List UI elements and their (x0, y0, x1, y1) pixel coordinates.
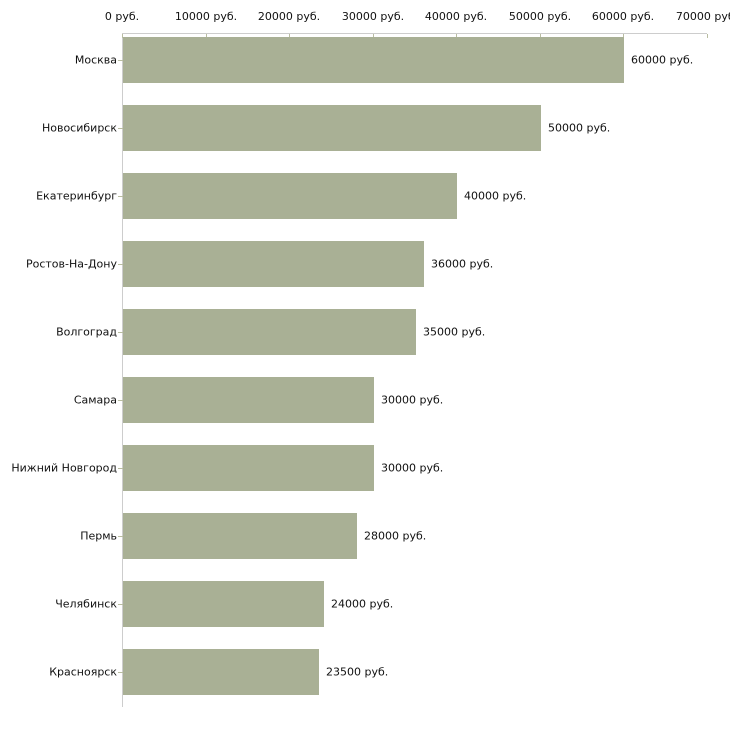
x-tick-label: 10000 руб. (174, 10, 238, 23)
category-label: Пермь (80, 529, 117, 543)
bar-value-label: 24000 руб. (331, 597, 394, 611)
bar-value-label: 30000 руб. (381, 393, 444, 407)
category-label: Волгоград (56, 325, 117, 339)
y-tick-mark (118, 128, 123, 129)
x-axis-line (122, 33, 707, 34)
category-label: Ростов-На-Дону (25, 257, 117, 271)
bar-value-label: 40000 руб. (464, 189, 527, 203)
bar-value-label: 28000 руб. (364, 529, 427, 543)
bar (123, 377, 374, 423)
bar-value-label: 35000 руб. (423, 325, 486, 339)
x-tick-label: 70000 руб. (675, 10, 730, 23)
x-tick-mark (289, 34, 290, 38)
bar-value-label: 36000 руб. (431, 257, 494, 271)
bar (123, 241, 424, 287)
y-tick-mark (118, 264, 123, 265)
x-tick-mark (122, 34, 123, 38)
bar (123, 37, 624, 83)
bar (123, 173, 457, 219)
x-tick-label: 50000 руб. (508, 10, 572, 23)
y-tick-mark (118, 196, 123, 197)
x-tick-label: 30000 руб. (341, 10, 405, 23)
x-tick-mark (206, 34, 207, 38)
x-tick-mark (373, 34, 374, 38)
bar-value-label: 30000 руб. (381, 461, 444, 475)
x-tick-label: 60000 руб. (591, 10, 655, 23)
bar (123, 649, 319, 695)
bar-value-label: 60000 руб. (631, 53, 694, 67)
bar (123, 513, 357, 559)
y-tick-mark (118, 60, 123, 61)
x-tick-mark (456, 34, 457, 38)
bar (123, 581, 324, 627)
bar (123, 105, 541, 151)
x-tick-label: 40000 руб. (424, 10, 488, 23)
y-tick-mark (118, 400, 123, 401)
category-label: Екатеринбург (36, 189, 117, 203)
y-tick-mark (118, 536, 123, 537)
bar (123, 445, 374, 491)
x-tick-mark (707, 34, 708, 38)
category-label: Нижний Новгород (11, 461, 117, 475)
x-tick-label: 20000 руб. (257, 10, 321, 23)
category-label: Челябинск (55, 597, 117, 611)
category-label: Самара (73, 393, 117, 407)
y-tick-mark (118, 468, 123, 469)
category-label: Красноярск (49, 665, 117, 679)
category-label: Москва (74, 53, 117, 67)
bar-value-label: 50000 руб. (548, 121, 611, 135)
category-label: Новосибирск (41, 121, 117, 135)
x-tick-mark (623, 34, 624, 38)
y-tick-mark (118, 604, 123, 605)
bar-value-label: 23500 руб. (326, 665, 389, 679)
x-tick-label: 0 руб. (104, 10, 140, 23)
bar (123, 309, 416, 355)
y-axis-line (122, 33, 123, 707)
x-tick-mark (540, 34, 541, 38)
y-tick-mark (118, 672, 123, 673)
y-tick-mark (118, 332, 123, 333)
